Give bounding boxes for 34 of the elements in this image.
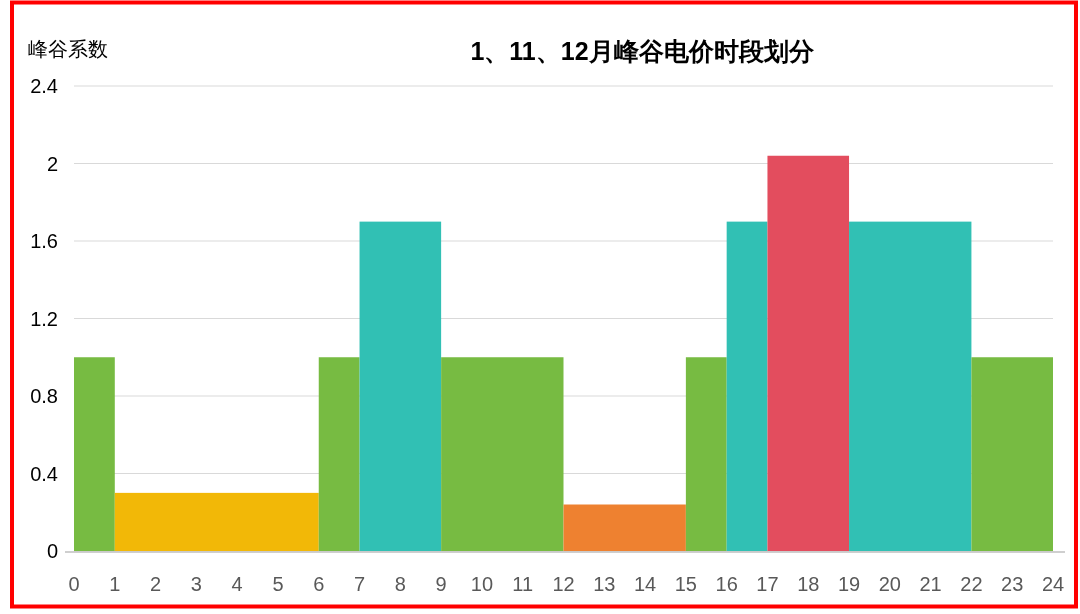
x-tick-label: 9 xyxy=(435,573,447,595)
x-tick-label: 12 xyxy=(552,573,575,595)
x-tick-label: 6 xyxy=(313,573,325,595)
y-axis-title: 峰谷系数 xyxy=(28,38,108,60)
x-tick-label: 8 xyxy=(394,573,406,595)
y-tick-label: 2 xyxy=(46,152,58,175)
x-tick-label: 20 xyxy=(878,573,901,595)
x-tick-label: 11 xyxy=(512,573,534,595)
y-tick-label: 1.6 xyxy=(30,230,58,252)
x-tick-label: 17 xyxy=(756,573,779,595)
x-tick-label: 13 xyxy=(593,573,616,595)
x-tick-label: 23 xyxy=(1001,573,1024,595)
y-tick-label: 1.2 xyxy=(30,307,58,330)
x-tick-label: 7 xyxy=(353,573,366,595)
x-tick-label: 24 xyxy=(1041,573,1065,595)
x-tick-label: 4 xyxy=(231,573,243,595)
x-tick-label: 19 xyxy=(837,573,861,595)
y-tick-label: 2.4 xyxy=(30,75,58,97)
x-tick-label: 21 xyxy=(919,573,942,595)
y-tick-label: 0.4 xyxy=(30,462,58,485)
y-tick-label: 0 xyxy=(46,540,58,562)
x-tick-label: 10 xyxy=(470,573,494,595)
x-tick-label: 14 xyxy=(633,573,657,595)
x-tick-label: 1 xyxy=(109,573,121,595)
x-tick-label: 22 xyxy=(960,573,983,595)
x-tick-label: 2 xyxy=(150,573,162,595)
y-tick-label: 0.8 xyxy=(30,385,58,407)
x-tick-label: 0 xyxy=(68,573,80,595)
x-tick-label: 3 xyxy=(190,573,202,595)
x-tick-label: 18 xyxy=(797,573,820,595)
x-tick-label: 16 xyxy=(715,573,738,595)
chart-title: 1、11、12月峰谷电价时段划分 xyxy=(470,37,815,65)
x-tick-label: 5 xyxy=(272,573,284,595)
x-tick-label: 15 xyxy=(674,573,697,595)
